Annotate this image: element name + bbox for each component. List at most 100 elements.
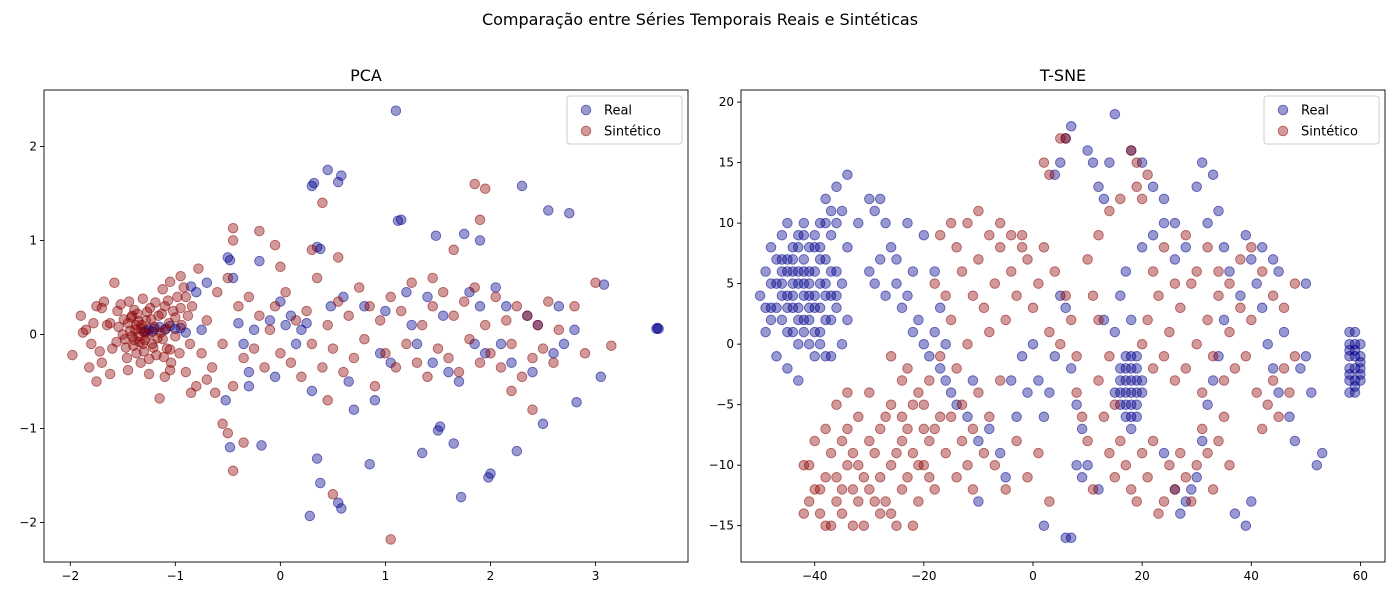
tsne-legend-real-label: Real — [1301, 104, 1329, 119]
pca-real-point — [238, 338, 249, 350]
tsne-real-point — [1038, 520, 1050, 531]
pca-synthetic-point — [94, 346, 105, 357]
tsne-synthetic-point — [1273, 411, 1284, 423]
pca-real-point — [427, 357, 438, 368]
tsne-synthetic-point — [1125, 145, 1137, 156]
pca-synthetic-point — [86, 338, 97, 350]
tsne-real-point — [907, 266, 919, 277]
tsne-synthetic-point — [1115, 435, 1126, 447]
pca-synthetic-point — [160, 323, 172, 335]
tsne-real-point — [1344, 344, 1355, 356]
pca-synthetic-point — [170, 312, 181, 323]
tsne-synthetic-point — [1267, 290, 1279, 301]
tsne-real-point — [1158, 447, 1170, 459]
tsne-real-point — [1240, 520, 1252, 531]
pca-synthetic-point — [217, 418, 228, 430]
pca-ytick-label: −1 — [19, 421, 37, 435]
tsne-real-point — [782, 254, 793, 265]
tsne-real-point — [1180, 496, 1192, 507]
pca-synthetic-point — [165, 357, 177, 368]
tsne-synthetic-point — [1033, 278, 1044, 289]
pca-synthetic-point — [343, 310, 354, 321]
pca-legend-real-marker — [580, 104, 592, 116]
tsne-synthetic-point — [929, 278, 940, 289]
pca-synthetic-point — [123, 296, 135, 307]
tsne-real-point — [1125, 399, 1137, 410]
tsne-real-point — [1076, 472, 1088, 483]
tsne-synthetic-point — [913, 387, 924, 398]
tsne-real-point — [782, 326, 793, 338]
tsne-synthetic-point — [885, 508, 897, 519]
tsne-real-point — [1213, 351, 1224, 362]
tsne-synthetic-point — [1104, 205, 1115, 217]
tsne-real-point — [1213, 205, 1224, 217]
pca-synthetic-point — [464, 333, 475, 345]
pca-synthetic-point — [201, 374, 213, 385]
tsne-synthetic-point — [934, 351, 946, 362]
tsne-real-point — [967, 375, 979, 386]
tsne-synthetic-point — [1180, 363, 1192, 374]
pca-synthetic-point — [427, 301, 438, 312]
tsne-real-point — [929, 266, 940, 277]
tsne-real-point — [782, 290, 793, 301]
tsne-synthetic-point — [984, 229, 995, 241]
pca-synthetic-point — [532, 319, 544, 331]
tsne-synthetic-point — [842, 459, 853, 471]
tsne-synthetic-point — [874, 472, 886, 483]
tsne-real-point — [825, 314, 837, 326]
tsne-real-point — [787, 278, 799, 289]
tsne-real-point — [1120, 375, 1132, 386]
pca-synthetic-point — [522, 310, 533, 321]
tsne-synthetic-point — [962, 338, 973, 350]
tsne-synthetic-point — [896, 435, 908, 447]
pca-synthetic-point — [479, 319, 491, 331]
pca-synthetic-point — [175, 302, 186, 314]
tsne-real-point — [831, 217, 842, 229]
tsne-synthetic-point — [1142, 169, 1153, 180]
pca-synthetic-point — [322, 319, 333, 331]
tsne-real-point — [809, 326, 820, 338]
tsne-real-point — [994, 447, 1006, 459]
tsne-real-point — [874, 254, 886, 265]
pca-synthetic-point — [353, 282, 365, 293]
pca-synthetic-point — [427, 272, 438, 284]
tsne-synthetic-point — [842, 423, 853, 435]
tsne-synthetic-point — [880, 496, 891, 507]
pca-synthetic-point — [543, 296, 554, 307]
pca-real-point — [254, 255, 265, 267]
tsne-synthetic-point — [1060, 290, 1071, 301]
tsne-real-point — [787, 254, 799, 265]
tsne-real-point — [765, 278, 777, 289]
tsne-real-point — [1196, 435, 1208, 447]
tsne-real-point — [1278, 326, 1290, 338]
tsne-real-point — [765, 314, 777, 326]
tsne-real-point — [1120, 399, 1132, 410]
tsne-synthetic-point — [918, 399, 930, 410]
pca-ytick-label: 2 — [29, 139, 37, 153]
tsne-synthetic-point — [896, 375, 908, 386]
tsne-real-point — [1115, 363, 1126, 374]
tsne-real-point — [874, 193, 886, 205]
tsne-synthetic-point — [1000, 314, 1011, 326]
tsne-synthetic-point — [918, 423, 930, 435]
tsne-real-point — [831, 302, 842, 314]
pca-title: PCA — [350, 66, 382, 85]
pca-real-point — [543, 205, 554, 216]
pca-legend-synthetic-label: Sintético — [604, 125, 661, 140]
pca-synthetic-point — [196, 348, 207, 359]
tsne-synthetic-point — [1082, 254, 1093, 265]
tsne-real-point — [929, 326, 940, 338]
tsne-synthetic-point — [929, 423, 940, 435]
tsne-synthetic-point — [1136, 193, 1148, 205]
pca-synthetic-point — [217, 338, 228, 350]
tsne-real-point — [973, 496, 984, 507]
tsne-real-point — [1131, 399, 1142, 410]
tsne-real-point — [782, 363, 793, 374]
tsne-synthetic-point — [1044, 326, 1055, 338]
pca-synthetic-point — [238, 437, 249, 448]
tsne-real-point — [869, 278, 880, 289]
tsne-real-point — [842, 169, 853, 180]
pca-real-point — [336, 503, 347, 514]
tsne-real-point — [787, 290, 799, 301]
